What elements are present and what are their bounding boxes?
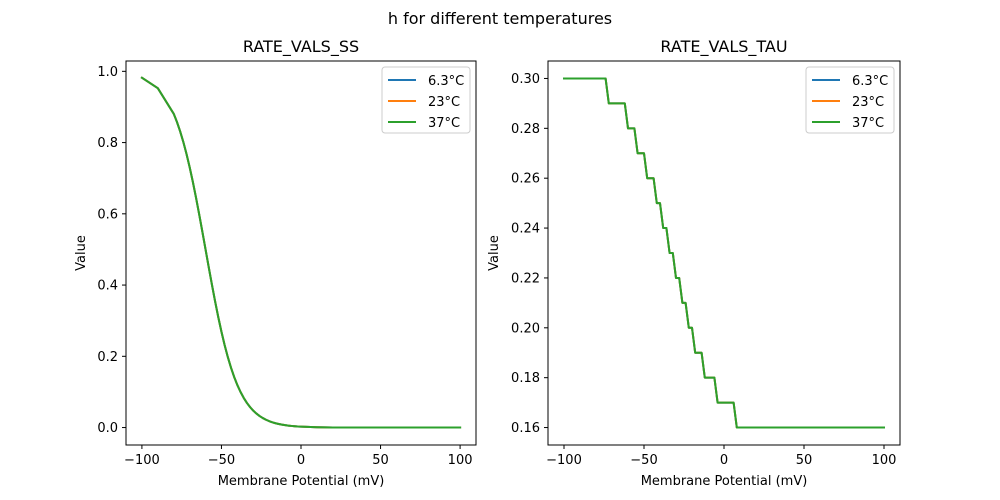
subplot-title: RATE_VALS_SS bbox=[243, 37, 359, 57]
subplot-rate-vals-tau: RATE_VALS_TAU −100 −50 0 50 100 0.16 0.18 0.20 0.… bbox=[487, 37, 901, 489]
legend-label: 37°C bbox=[852, 116, 884, 131]
y-tick-label: 0.8 bbox=[97, 136, 118, 151]
legend-item: 23°C bbox=[812, 95, 884, 110]
y-tick-label: 0.30 bbox=[511, 72, 540, 87]
legend-label: 23°C bbox=[852, 95, 884, 110]
legend-label: 6.3°C bbox=[428, 74, 464, 89]
figure-suptitle: h for different temperatures bbox=[388, 9, 612, 28]
x-tick-label: −100 bbox=[124, 453, 160, 468]
y-tick-label: 0.2 bbox=[97, 350, 118, 365]
x-tick-label: 100 bbox=[448, 453, 473, 468]
legend-item: 37°C bbox=[388, 116, 460, 131]
y-axis-label: Value bbox=[74, 235, 89, 271]
x-tick-label: −100 bbox=[546, 453, 582, 468]
y-tick-label: 1.0 bbox=[97, 65, 118, 80]
x-tick-label: 0 bbox=[720, 453, 728, 468]
subplot-title: RATE_VALS_TAU bbox=[660, 37, 787, 57]
legend-label: 23°C bbox=[428, 95, 460, 110]
x-tick-label: 50 bbox=[372, 453, 389, 468]
y-tick-label: 0.4 bbox=[97, 279, 118, 294]
legend-item: 37°C bbox=[812, 116, 884, 131]
x-axis-label: Membrane Potential (mV) bbox=[218, 474, 385, 489]
x-axis-label: Membrane Potential (mV) bbox=[641, 474, 808, 489]
legend-item: 23°C bbox=[388, 95, 460, 110]
legend: 6.3°C 23°C 37°C bbox=[381, 66, 471, 134]
y-tick-label: 0.16 bbox=[511, 421, 540, 436]
x-tick-label: −50 bbox=[630, 453, 657, 468]
y-tick-label: 0.0 bbox=[97, 421, 118, 436]
x-tick-label: −50 bbox=[208, 453, 235, 468]
legend-label: 37°C bbox=[428, 116, 460, 131]
series-lines bbox=[140, 76, 462, 429]
y-tick-label: 0.26 bbox=[511, 172, 540, 187]
y-tick-label: 0.6 bbox=[97, 207, 118, 222]
y-tick-label: 0.22 bbox=[511, 271, 540, 286]
series-lines bbox=[563, 77, 885, 429]
legend-frame bbox=[805, 66, 895, 134]
y-tick-label: 0.28 bbox=[511, 122, 540, 137]
series-line-37C bbox=[140, 76, 462, 429]
subplot-rate-vals-ss: RATE_VALS_SS −100 −50 0 50 100 0.0 0.2 0.4 0.6 0.8… bbox=[74, 37, 477, 489]
y-tick-label: 0.24 bbox=[511, 222, 540, 237]
y-tick-label: 0.20 bbox=[511, 321, 540, 336]
legend-item: 6.3°C bbox=[388, 74, 464, 89]
x-tick-label: 0 bbox=[297, 453, 305, 468]
x-tick-label: 100 bbox=[872, 453, 897, 468]
legend: 6.3°C 23°C 37°C bbox=[805, 66, 895, 134]
y-tick-label: 0.18 bbox=[511, 371, 540, 386]
series-line-37C bbox=[563, 77, 885, 429]
legend-item: 6.3°C bbox=[812, 74, 888, 89]
legend-label: 6.3°C bbox=[852, 74, 888, 89]
x-tick-label: 50 bbox=[796, 453, 813, 468]
legend-frame bbox=[381, 66, 471, 134]
y-axis-label: Value bbox=[487, 235, 502, 271]
